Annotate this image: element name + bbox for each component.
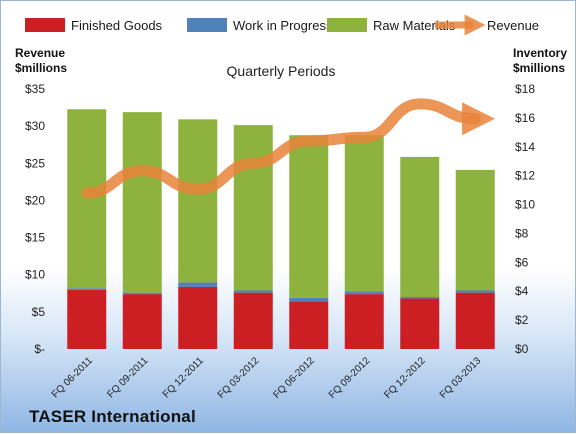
x-tick-label: FQ 06-2011: [50, 355, 95, 400]
bar-finished-goods: [456, 293, 495, 349]
bar-work-in-progress: [178, 283, 217, 287]
legend-label: Revenue: [487, 18, 539, 33]
bar-work-in-progress: [123, 293, 162, 294]
right-tick-label: $16: [515, 111, 535, 125]
bar-raw-materials: [400, 157, 439, 297]
company-name: TASER International: [29, 407, 196, 427]
bar-finished-goods: [123, 294, 162, 349]
left-tick-label: $5: [32, 305, 46, 319]
right-tick-label: $18: [515, 82, 535, 96]
right-tick-label: $10: [515, 198, 535, 212]
left-tick-label: $15: [25, 231, 45, 245]
bar-work-in-progress: [67, 288, 106, 289]
bar-finished-goods: [289, 301, 328, 349]
right-axis: $0 $2 $4 $6 $8 $10 $12 $14 $16 $18: [515, 82, 535, 356]
left-axis-title-line1: Revenue: [15, 46, 65, 60]
legend-label: Work in Progress: [233, 18, 333, 33]
right-axis-title-line1: Inventory: [513, 46, 567, 60]
left-tick-label: $25: [25, 156, 45, 170]
x-tick-label: FQ 03-2012: [216, 355, 262, 401]
bar-finished-goods: [67, 290, 106, 349]
right-tick-label: $14: [515, 140, 535, 154]
bar-raw-materials: [289, 135, 328, 298]
left-axis: $- $5 $10 $15 $20 $25 $30 $35: [25, 82, 45, 356]
right-tick-label: $0: [515, 342, 529, 356]
left-tick-label: $30: [25, 119, 45, 133]
bar-raw-materials: [123, 112, 162, 293]
bar-raw-materials: [67, 109, 106, 288]
legend-swatch-finished-goods: [25, 18, 65, 32]
x-tick-label: FQ 09-2012: [327, 355, 373, 401]
x-tick-label: FQ 03-2013: [438, 355, 484, 401]
chart-title: Quarterly Periods: [227, 63, 336, 79]
bar-work-in-progress: [234, 291, 273, 293]
left-tick-label: $10: [25, 268, 45, 282]
bar-finished-goods: [234, 293, 273, 349]
left-axis-title-line2: $millions: [15, 61, 67, 75]
x-tick-label: FQ 12-2011: [161, 355, 206, 400]
right-tick-label: $6: [515, 255, 529, 269]
x-tick-label: FQ 09-2011: [105, 355, 150, 400]
right-tick-label: $8: [515, 226, 529, 240]
legend-label: Finished Goods: [71, 18, 163, 33]
x-tick-label: FQ 06-2012: [271, 355, 317, 401]
bar-work-in-progress: [456, 291, 495, 293]
bar-work-in-progress: [400, 297, 439, 298]
left-tick-label: $35: [25, 82, 45, 96]
bar-work-in-progress: [289, 298, 328, 302]
bar-raw-materials: [178, 119, 217, 282]
legend-swatch-work-in-progress: [187, 18, 227, 32]
right-tick-label: $2: [515, 313, 529, 327]
bar-raw-materials: [234, 125, 273, 290]
right-tick-label: $4: [515, 284, 529, 298]
x-tick-label: FQ 12-2012: [382, 355, 428, 401]
bar-raw-materials: [345, 135, 384, 291]
left-tick-label: $20: [25, 193, 45, 207]
bar-work-in-progress: [345, 291, 384, 294]
bar-finished-goods: [345, 294, 384, 349]
right-axis-title-line2: $millions: [513, 61, 565, 75]
legend-swatch-raw-materials: [327, 18, 367, 32]
bar-raw-materials: [456, 170, 495, 291]
bar-finished-goods: [400, 298, 439, 349]
left-tick-label: $-: [34, 342, 45, 356]
right-tick-label: $12: [515, 169, 535, 183]
bar-finished-goods: [178, 287, 217, 349]
